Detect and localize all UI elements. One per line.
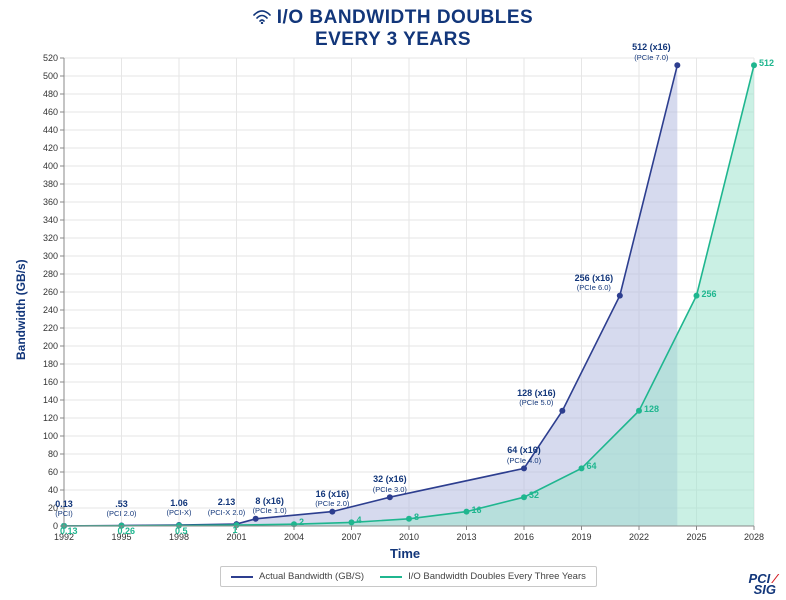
y-tick-label: 500	[30, 71, 58, 81]
y-tick-label: 480	[30, 89, 58, 99]
x-tick-label: 2010	[392, 532, 426, 542]
legend-swatch	[231, 576, 253, 578]
x-tick-label: 2028	[737, 532, 771, 542]
x-axis-label: Time	[390, 546, 420, 561]
reference-point-label: 16	[472, 505, 482, 515]
reference-point-label: 64	[587, 461, 597, 471]
y-tick-label: 40	[30, 485, 58, 495]
y-tick-label: 320	[30, 233, 58, 243]
y-tick-label: 380	[30, 179, 58, 189]
y-tick-label: 520	[30, 53, 58, 63]
reference-point-label: 1	[233, 525, 238, 535]
x-tick-label: 2022	[622, 532, 656, 542]
data-point-label: 32 (x16)(PCIe 3.0)	[373, 475, 407, 494]
y-tick-label: 220	[30, 323, 58, 333]
y-tick-label: 0	[30, 521, 58, 531]
legend-item-actual: Actual Bandwidth (GB/S)	[231, 571, 364, 582]
reference-point-label: 32	[529, 490, 539, 500]
y-tick-label: 400	[30, 161, 58, 171]
y-tick-label: 360	[30, 197, 58, 207]
y-tick-label: 440	[30, 125, 58, 135]
reference-point-label: 4	[357, 515, 362, 525]
y-tick-label: 280	[30, 269, 58, 279]
y-tick-label: 260	[30, 287, 58, 297]
data-point-label: 2.13(PCI-X 2.0)	[208, 498, 246, 517]
data-point-label: 128 (x16)(PCIe 5.0)	[517, 389, 556, 408]
reference-point-label: 0.13	[60, 526, 78, 536]
y-tick-label: 300	[30, 251, 58, 261]
legend-label: I/O Bandwidth Doubles Every Three Years	[408, 571, 586, 582]
chart-plot: 0 20 40 60 80 100 120 140 160 180 200 220 240 260 280 3…	[0, 0, 786, 600]
data-point-label: 8 (x16)(PCIe 1.0)	[253, 497, 287, 516]
legend-swatch	[380, 576, 402, 578]
reference-point-label: 0.5	[175, 526, 188, 536]
reference-point-label: 512	[759, 58, 774, 68]
y-tick-label: 240	[30, 305, 58, 315]
x-tick-label: 2016	[507, 532, 541, 542]
reference-point-label: 8	[414, 512, 419, 522]
y-tick-label: 420	[30, 143, 58, 153]
data-point-label: 256 (x16)(PCIe 6.0)	[575, 274, 614, 293]
x-tick-label: 2007	[335, 532, 369, 542]
data-point-label: 64 (x16)(PCIe 4.0)	[507, 446, 541, 465]
reference-point-label: 256	[702, 289, 717, 299]
reference-point-label: 2	[299, 517, 304, 527]
y-tick-label: 200	[30, 341, 58, 351]
x-tick-label: 2025	[680, 532, 714, 542]
y-tick-label: 60	[30, 467, 58, 477]
data-point-label: .53(PCI 2.0)	[106, 500, 136, 519]
data-point-label: 512 (x16)(PCIe 7.0)	[632, 43, 671, 62]
legend-label: Actual Bandwidth (GB/S)	[259, 571, 364, 582]
y-tick-label: 160	[30, 377, 58, 387]
x-tick-label: 2013	[450, 532, 484, 542]
y-tick-label: 20	[30, 503, 58, 513]
logo-line2: SIG	[754, 582, 776, 597]
y-tick-label: 340	[30, 215, 58, 225]
x-tick-label: 2019	[565, 532, 599, 542]
data-point-label: 16 (x16)(PCIe 2.0)	[315, 490, 349, 509]
y-tick-label: 460	[30, 107, 58, 117]
pci-sig-logo: PCI ⁄ SIG	[749, 573, 776, 596]
reference-point-label: 128	[644, 404, 659, 414]
y-tick-label: 180	[30, 359, 58, 369]
y-tick-label: 140	[30, 395, 58, 405]
data-point-label: 0.13(PCI)	[55, 500, 73, 519]
x-tick-label: 2004	[277, 532, 311, 542]
y-tick-label: 100	[30, 431, 58, 441]
legend-item-reference: I/O Bandwidth Doubles Every Three Years	[380, 571, 586, 582]
y-tick-label: 120	[30, 413, 58, 423]
reference-point-label: 0.26	[118, 526, 136, 536]
legend: Actual Bandwidth (GB/S) I/O Bandwidth Do…	[220, 566, 597, 587]
data-point-label: 1.06(PCI-X)	[167, 499, 192, 518]
y-tick-label: 80	[30, 449, 58, 459]
